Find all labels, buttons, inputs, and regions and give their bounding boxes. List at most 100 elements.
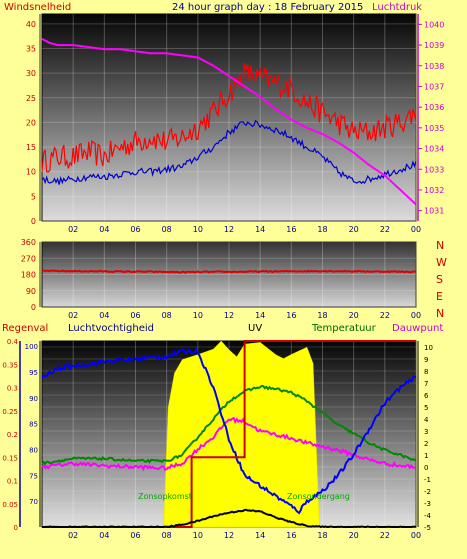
wind-series-1 <box>41 119 417 185</box>
x-tick-label: 04 <box>99 311 109 320</box>
x-tick-label: 18 <box>317 311 327 320</box>
rain-tick-label: 0.05 <box>2 501 18 509</box>
direction-tick-label: 0 <box>31 303 36 312</box>
sunrise-annotation: Zonsopkomst <box>138 492 192 501</box>
wind-tick-label: 30 <box>26 69 36 78</box>
humidity-tick-label: 70 <box>29 498 38 506</box>
temp-tick-label: 2 <box>424 440 428 448</box>
x-tick-label: 18 <box>317 531 327 540</box>
right-title: Luchtdruk <box>372 2 422 13</box>
direction-panel <box>41 241 417 308</box>
x-tick-label: 20 <box>349 311 359 320</box>
rain-tick-label: 0 <box>14 524 18 532</box>
x-tick-label: 10 <box>193 311 203 320</box>
rain-tick-label: 0.3 <box>7 385 18 393</box>
pressure-tick-label: 1039 <box>424 41 444 50</box>
wind-tick-label: 40 <box>26 20 36 29</box>
temp-tick-label: 9 <box>424 356 428 364</box>
wind-tick-label: 25 <box>26 94 36 103</box>
x-tick-label: 10 <box>193 531 203 540</box>
x-tick-label: 12 <box>224 531 234 540</box>
temp-tick-label: -4 <box>424 512 432 520</box>
x-tick-label: 04 <box>99 225 109 234</box>
x-tick-label: 10 <box>193 225 203 234</box>
rain-label: Regenval <box>2 323 48 334</box>
direction-tick-label: 270 <box>21 254 36 263</box>
x-tick-label: 06 <box>130 311 140 320</box>
x-tick-label: 18 <box>317 225 327 234</box>
pressure-tick-label: 1040 <box>424 20 444 29</box>
wind-tick-label: 0 <box>31 217 36 226</box>
temp-tick-label: 4 <box>424 416 429 424</box>
wind-tick-label: 35 <box>26 45 36 54</box>
x-tick-label: 16 <box>286 531 296 540</box>
x-tick-label: 02 <box>68 531 78 540</box>
x-tick-label: 22 <box>380 311 390 320</box>
x-tick-label: 02 <box>68 225 78 234</box>
humidity-tick-label: 90 <box>29 395 38 403</box>
compass-n-bottom: N <box>436 307 444 320</box>
humidity-tick-label: 100 <box>25 343 38 351</box>
rain-tick-label: 0.2 <box>7 431 18 439</box>
temp-tick-label: 3 <box>424 428 428 436</box>
direction-tick-label: 180 <box>21 271 36 280</box>
pressure-tick-label: 1038 <box>424 62 444 71</box>
humidity-tick-label: 85 <box>29 421 38 429</box>
temp-tick-label: 6 <box>424 392 429 400</box>
x-tick-label: 06 <box>130 531 140 540</box>
wind-series-2 <box>41 37 417 206</box>
temp-tick-label: 7 <box>424 380 428 388</box>
humidity-tick-label: 80 <box>29 447 38 455</box>
x-tick-label: 08 <box>162 531 172 540</box>
rain-tick-label: 0.15 <box>2 454 18 462</box>
wind-tick-label: 10 <box>26 168 36 177</box>
temperature-label: Temperatuur <box>311 323 377 334</box>
x-tick-label: 16 <box>286 225 296 234</box>
x-tick-label: 20 <box>349 531 359 540</box>
x-tick-label: 06 <box>130 225 140 234</box>
temp-tick-label: -2 <box>424 488 431 496</box>
pressure-tick-label: 1037 <box>424 82 444 91</box>
x-tick-label: 14 <box>255 531 265 540</box>
rain-tick-label: 0.4 <box>7 338 19 346</box>
pressure-tick-label: 1032 <box>424 186 444 195</box>
x-tick-label: 16 <box>286 311 296 320</box>
x-tick-label: 08 <box>162 225 172 234</box>
compass-s: S <box>436 273 443 286</box>
pressure-tick-label: 1034 <box>424 145 444 154</box>
uv-fill <box>163 340 320 528</box>
temp-tick-label: 10 <box>424 344 433 352</box>
temp-tick-label: 5 <box>424 404 428 412</box>
rain-tick-label: 0.1 <box>7 478 18 486</box>
x-tick-label: 12 <box>224 311 234 320</box>
pressure-tick-label: 1033 <box>424 165 444 174</box>
humidity-tick-label: 95 <box>29 369 38 377</box>
humidity-tick-label: 75 <box>29 472 38 480</box>
wind-series-0 <box>41 63 417 173</box>
uv-label: UV <box>248 323 262 334</box>
temp-tick-label: -5 <box>424 524 431 532</box>
compass-n-top: N <box>436 239 444 252</box>
x-tick-label: 00 <box>411 531 421 540</box>
temp-tick-label: 1 <box>424 452 428 460</box>
center-title: 24 hour graph day : 18 February 2015 <box>172 2 363 13</box>
weather-series-4 <box>42 508 417 529</box>
x-tick-label: 14 <box>255 311 265 320</box>
rain-tick-label: 0.25 <box>2 408 18 416</box>
weather-series-2 <box>41 346 417 515</box>
x-tick-label: 20 <box>349 225 359 234</box>
direction-tick-label: 90 <box>26 287 36 296</box>
pressure-tick-label: 1036 <box>424 103 444 112</box>
x-tick-label: 02 <box>68 311 78 320</box>
humidity-label: Luchtvochtigheid <box>68 323 154 334</box>
left-title: Windsnelheid <box>4 2 71 13</box>
compass-w: W <box>436 256 447 269</box>
x-tick-label: 00 <box>411 225 421 234</box>
x-tick-label: 22 <box>380 225 390 234</box>
dewpoint-label: Dauwpunt <box>392 323 443 334</box>
wind-tick-label: 15 <box>26 143 36 152</box>
wind-tick-label: 5 <box>31 192 36 201</box>
direction-series <box>41 269 417 274</box>
pressure-tick-label: 1031 <box>424 207 444 216</box>
